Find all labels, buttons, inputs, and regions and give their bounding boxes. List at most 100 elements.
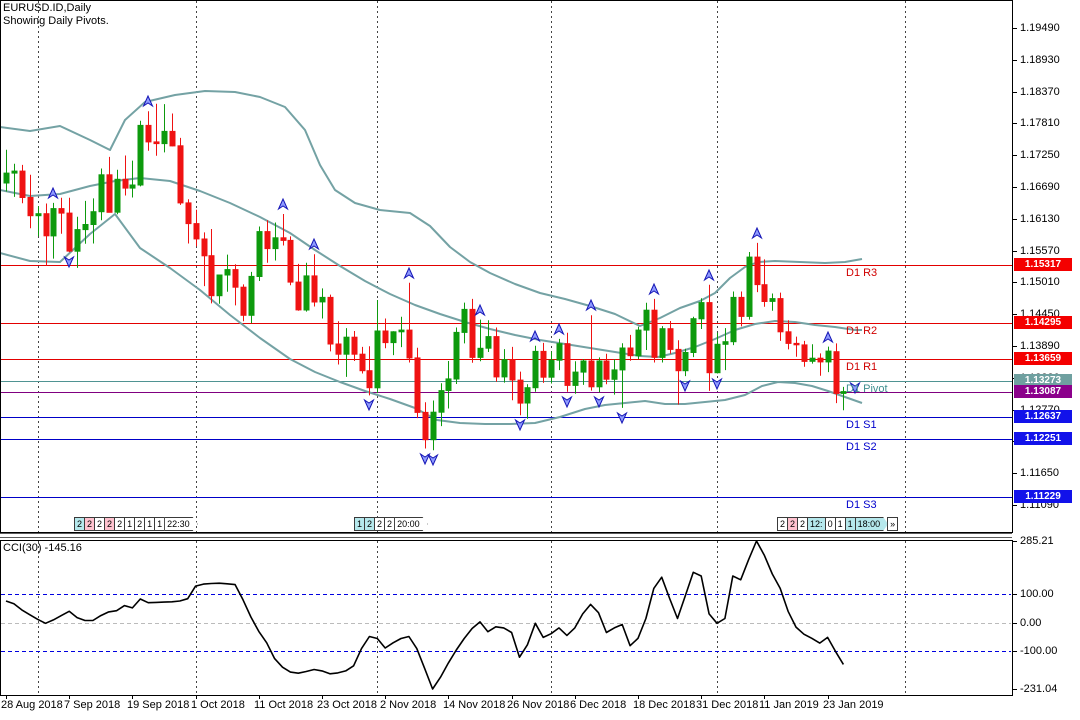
candle: [682, 348, 689, 377]
cci-axis-tick: 0.00: [1020, 617, 1042, 629]
candle: [351, 331, 358, 361]
date-label: 23 Jan 2019: [823, 699, 884, 711]
pivot-label-d1-pivot: D1 Pivot: [846, 383, 888, 395]
price-axis-tick: 1.18370: [1020, 86, 1060, 98]
fractal-down-arrow-icon: [363, 398, 375, 412]
chart-subtitle: Showing Daily Pivots.: [3, 15, 109, 27]
date-label: 14 Nov 2018: [443, 699, 506, 711]
candle: [248, 271, 255, 324]
fractal-up-arrow-icon: [585, 298, 597, 312]
price-tag-d1-pivot: 1.13273: [1014, 374, 1072, 387]
candle: [817, 353, 824, 376]
fractal-down-arrow-icon: [427, 453, 439, 467]
price-axis-tick: 1.13890: [1020, 340, 1060, 352]
trade-marker[interactable]: 12:: [807, 517, 826, 531]
candle: [580, 359, 587, 385]
candle: [564, 332, 571, 392]
price-tag-d1-r1: 1.13659: [1014, 352, 1072, 365]
candle: [840, 386, 847, 411]
price-tag-d1-s1: 1.12637: [1014, 410, 1072, 423]
trade-marker[interactable]: 1: [154, 517, 166, 531]
fractal-down-arrow-icon: [679, 379, 691, 393]
candle: [746, 252, 753, 320]
date-label: 26 Nov 2018: [507, 699, 570, 711]
fractal-up-arrow-icon: [703, 268, 715, 282]
candle: [272, 222, 279, 261]
candle: [311, 254, 318, 307]
fractal-up-arrow-icon: [277, 197, 289, 211]
candle: [58, 197, 65, 234]
fractal-down-arrow-icon: [849, 381, 861, 395]
candle: [137, 120, 144, 187]
pivot-label-d1-s1: D1 S1: [846, 419, 877, 431]
trade-marker[interactable]: 1: [844, 517, 856, 531]
fractal-up-arrow-icon: [47, 186, 59, 200]
cci-line: [5, 540, 845, 690]
trade-marker-group: 1 2 2 2 20:00: [354, 517, 428, 531]
candle: [169, 113, 176, 147]
candle: [161, 104, 168, 153]
trade-marker[interactable]: 18:00: [855, 517, 889, 531]
candle: [303, 262, 310, 312]
candle: [627, 334, 634, 361]
candle: [327, 294, 334, 352]
candle: [453, 327, 460, 384]
date-label: 6 Dec 2018: [570, 699, 627, 711]
candle: [825, 346, 832, 373]
candle: [509, 346, 516, 401]
candle: [390, 331, 397, 356]
candle: [675, 340, 682, 405]
candle: [493, 327, 500, 382]
trade-marker[interactable]: 20:00: [394, 517, 428, 531]
candle: [82, 200, 89, 244]
candle: [359, 346, 366, 374]
trade-marker-group: 2 2 2 2 2 1 2 1 1 22:30: [74, 517, 198, 531]
candle: [690, 316, 697, 358]
date-label: 7 Sep 2018: [64, 699, 121, 711]
candle: [224, 254, 231, 292]
candle: [177, 137, 184, 205]
candle: [50, 202, 57, 259]
candle: [769, 293, 776, 311]
candle: [319, 288, 326, 319]
fractal-down-arrow-icon: [561, 395, 573, 409]
chart-title: EURUSD.ID,Daily: [3, 2, 92, 14]
trade-marker[interactable]: »: [887, 517, 899, 531]
candle: [603, 353, 610, 385]
candle: [90, 198, 97, 244]
pivot-label-d1-s2: D1 S2: [846, 441, 877, 453]
candle: [777, 292, 784, 341]
candle: [398, 316, 405, 348]
fractal-up-arrow-icon: [308, 237, 320, 251]
panel-splitter[interactable]: [0, 532, 1012, 540]
candle: [540, 342, 547, 383]
candle: [754, 242, 761, 293]
trade-marker[interactable]: 2: [384, 517, 396, 531]
candle: [611, 359, 618, 395]
pivot-label-d1-r2: D1 R2: [846, 325, 878, 337]
candle: [619, 343, 626, 408]
pivot-label-d1-r1: D1 R1: [846, 361, 878, 373]
candle: [232, 264, 239, 306]
price-axis-tick: 1.16690: [1020, 181, 1060, 193]
price-axis-tick: 1.19490: [1020, 22, 1060, 34]
candle: [667, 321, 674, 354]
candle: [374, 300, 381, 394]
price-axis-tick: 1.17810: [1020, 117, 1060, 129]
fractal-up-arrow-icon: [529, 329, 541, 343]
candle: [27, 174, 34, 229]
candle: [201, 232, 208, 287]
candle: [3, 149, 10, 192]
candle: [761, 259, 768, 307]
candle: [114, 169, 121, 215]
candle: [280, 214, 287, 246]
trade-marker-group: 2 2 2 12: 0 1 1 18:00»: [777, 517, 899, 531]
candle: [730, 291, 737, 346]
fractal-up-arrow-icon: [648, 282, 660, 296]
price-axis-tick: 1.18930: [1020, 54, 1060, 66]
candle: [295, 263, 302, 311]
candle: [722, 328, 729, 371]
trade-marker[interactable]: 22:30: [164, 517, 198, 531]
fractal-down-arrow-icon: [616, 411, 628, 425]
